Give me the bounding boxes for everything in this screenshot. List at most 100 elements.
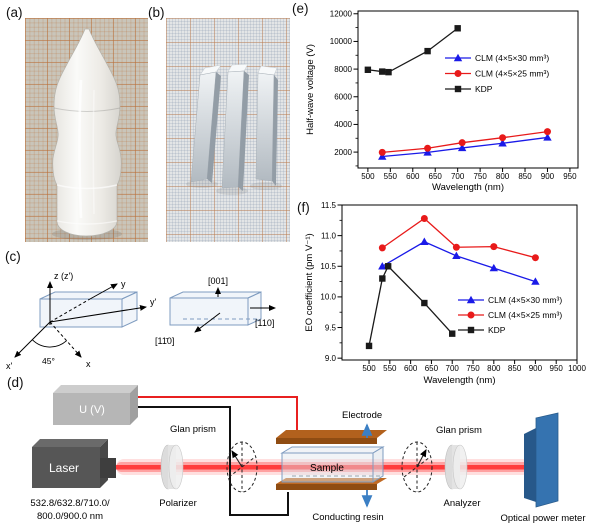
black-wire [130, 406, 289, 516]
y-tick-label: 9.5 [325, 323, 337, 332]
laser-wavelengths-line2: 800.0/900.0 nm [37, 511, 103, 522]
chart-eo-coefficient: 500 550 600 650 700 750 800 850 900 950 1000 9.0 9.5… [304, 201, 586, 386]
y-tick-label: 6000 [334, 93, 352, 102]
series-line-KDP [367, 27, 459, 73]
legend-label: CLM (4×5×25 mm³) [488, 310, 562, 320]
laser-wavelengths-line1: 532.8/632.8/710.0/ [30, 498, 110, 509]
x-tick-label: 950 [563, 172, 577, 181]
axis-y-prime-label: y' [150, 297, 157, 307]
y-tick-label: 8000 [334, 65, 352, 74]
angle-arc [31, 339, 67, 348]
plot-frame [341, 204, 578, 361]
axis-z-label: z (z') [54, 271, 73, 281]
boule-band [56, 220, 118, 225]
top-electrode [276, 430, 387, 444]
x-tick-label: 500 [362, 364, 376, 373]
photo-crystal-boule [25, 18, 148, 242]
glan-prism-left-label: Glan prism [170, 424, 216, 435]
analyzer-disk [444, 444, 468, 490]
axis-x-prime-label: x' [6, 361, 13, 371]
bar-shadow [186, 180, 218, 188]
y-tick-label: 10.0 [320, 293, 336, 302]
y-axis-label: Half-wave voltage (V) [305, 44, 316, 135]
x-tick-label: 900 [529, 364, 543, 373]
boule-band [56, 184, 118, 190]
y-tick-label: 10000 [330, 37, 353, 46]
panel-label-c: (c) [5, 249, 21, 264]
x-tick-label: 550 [383, 364, 397, 373]
series-line-CLM (4×5×30 mm³) [382, 136, 548, 158]
boule-illustration [52, 28, 122, 240]
x-tick-label: 500 [361, 172, 375, 181]
axis-y [89, 283, 118, 300]
y-tick-label: 9.0 [325, 354, 337, 363]
panel-label-b: (b) [148, 5, 165, 20]
bar-shadow [216, 187, 248, 195]
panel-label-f: (f) [297, 200, 310, 215]
chart-halfwave-voltage: 500 550 600 650 700 750 800 850 900 950 2000 4000 60… [305, 10, 579, 193]
legend-label: CLM (4×5×25 mm³) [475, 68, 549, 78]
boule-highlight [78, 79, 83, 219]
y-tick-label: 10.5 [320, 262, 336, 271]
polarization-state-right [401, 441, 433, 493]
polarization-state-left [226, 441, 258, 493]
sample-box [280, 446, 385, 483]
direction-1bar10-arrow [194, 312, 221, 333]
plot-frame [357, 10, 579, 169]
x-tick-label: 950 [550, 364, 564, 373]
crystal-bar-1 [190, 64, 222, 183]
y-tick-label: 12000 [330, 10, 353, 19]
x-tick-label: 850 [508, 364, 522, 373]
boule-shape [52, 28, 122, 237]
x-tick-label: 650 [429, 172, 443, 181]
series-line-CLM (4×5×25 mm³) [381, 217, 536, 259]
crystal-orientation-diagram: z (z') y y' x' x 45° [001] [110] [11̄0] [6, 271, 276, 371]
laser-box: Laser [32, 439, 116, 488]
power-meter-label: Optical power meter [500, 513, 585, 524]
laser-label: Laser [49, 461, 79, 475]
voltage-source-box: U (V) [53, 385, 138, 425]
axis-y-dashed [49, 298, 91, 323]
y-tick-label: 2000 [334, 148, 352, 157]
axes-left [14, 281, 147, 358]
panel-label-e: (e) [292, 1, 309, 16]
angle-45-label: 45° [42, 356, 55, 366]
sample-label: Sample [310, 463, 344, 474]
direction-110-label: [110] [255, 318, 274, 328]
axis-y-label: y [121, 279, 126, 289]
direction-1bar10-label: [11̄0] [155, 336, 174, 346]
x-tick-label: 750 [473, 172, 487, 181]
power-meter-body [524, 412, 559, 508]
axis-y-prime [49, 304, 147, 323]
x-tick-label: 700 [451, 172, 465, 181]
y-axis-label: EO coefficient (pm V⁻¹) [304, 233, 315, 331]
legend-label: CLM (4×5×30 mm³) [475, 53, 549, 63]
voltage-source-label: U (V) [79, 404, 105, 416]
x-tick-label: 650 [425, 364, 439, 373]
direction-arrows [194, 287, 276, 333]
analyzer-label: Analyzer [444, 498, 481, 509]
conducting-resin-label: Conducting resin [312, 512, 383, 523]
axis-x [49, 321, 82, 358]
x-tick-label: 800 [496, 172, 510, 181]
y-tick-label: 11.0 [321, 231, 337, 240]
x-tick-label: 700 [446, 364, 460, 373]
x-tick-label: 1000 [568, 364, 586, 373]
axis-x-prime [14, 321, 51, 358]
polarizer-label: Polarizer [159, 498, 197, 509]
x-tick-label: 800 [487, 364, 501, 373]
legend-label: KDP [488, 325, 506, 335]
legend-label: CLM (4×5×30 mm³) [488, 295, 562, 305]
x-tick-label: 750 [466, 364, 480, 373]
x-axis-label: Wavelength (nm) [424, 375, 496, 386]
eo-setup-diagram: U (V) Laser 532.8/632.8/710.0/ 800.0/900… [30, 385, 586, 524]
crystal-bar-2 [221, 63, 249, 191]
legend-label: KDP [475, 84, 493, 94]
bars-illustration [186, 63, 282, 195]
glan-prism-right-label: Glan prism [436, 425, 482, 436]
axis-x-label: x [86, 359, 91, 369]
crystal-bar-3 [255, 65, 278, 186]
direction-001-label: [001] [208, 276, 228, 286]
x-axis-label: Wavelength (nm) [432, 182, 504, 193]
